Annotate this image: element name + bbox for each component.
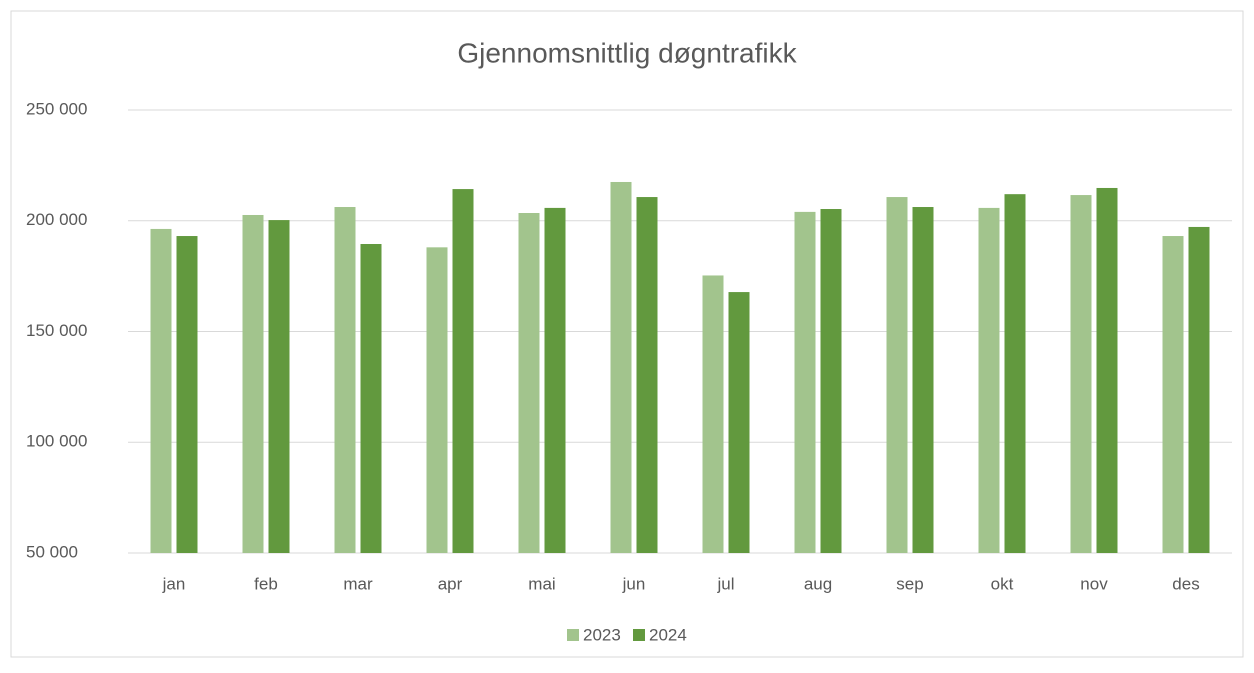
x-tick-label: des [1172,574,1199,593]
x-tick-label: nov [1080,574,1108,593]
bar [518,212,540,553]
bar [1070,195,1092,553]
bar [150,228,172,553]
x-tick-label: sep [896,574,923,593]
bar [820,209,842,553]
x-tick-label: feb [254,574,278,593]
x-tick-label: mar [343,574,373,593]
bar [334,207,356,553]
bar [268,220,290,553]
y-tick-label: 200 000 [26,210,87,229]
x-tick-label: jun [622,574,646,593]
bar [1162,236,1184,553]
legend-swatch [567,629,579,641]
x-tick-label: apr [438,574,463,593]
bar [544,207,566,553]
y-tick-label: 250 000 [26,99,87,118]
legend-label: 2023 [583,625,621,644]
chart-title: Gjennomsnittlig døgntrafikk [457,37,797,68]
bar [794,211,816,553]
x-tick-label: jul [716,574,734,593]
bar [886,197,908,553]
bar [702,275,724,553]
y-tick-label: 50 000 [26,542,78,561]
x-tick-label: jan [162,574,186,593]
bar [426,247,448,553]
bar [452,189,474,553]
legend-swatch [633,629,645,641]
bar [1188,226,1210,553]
bar [176,236,198,553]
bar [978,207,1000,553]
y-tick-label: 100 000 [26,432,87,451]
x-tick-label: mai [528,574,555,593]
bar [360,244,382,553]
bar [728,292,750,553]
bar [242,214,264,553]
bar [1004,194,1026,554]
x-tick-label: aug [804,574,832,593]
bar [610,181,632,554]
bar [1096,187,1118,553]
x-tick-label: okt [991,574,1014,593]
bar [636,197,658,553]
y-tick-label: 150 000 [26,321,87,340]
bar [912,207,934,553]
legend-label: 2024 [649,625,687,644]
